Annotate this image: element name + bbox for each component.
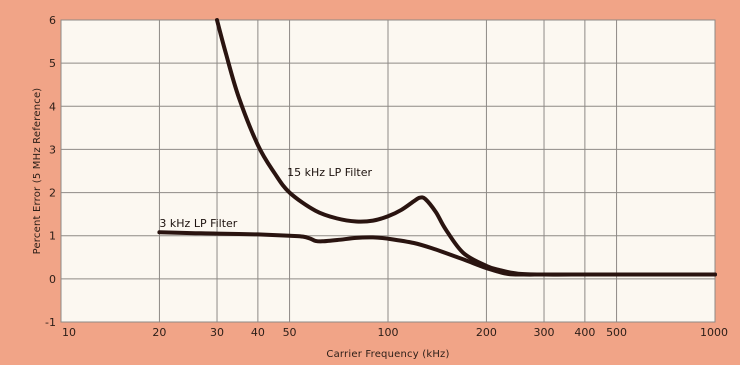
y-tick-label: 2 [49, 187, 56, 200]
y-tick-label: 1 [49, 230, 56, 243]
annotation-3khz: 3 kHz LP Filter [159, 217, 237, 230]
x-tick-label: 20 [152, 326, 166, 339]
y-axis-title: Percent Error (5 MHz Reference) [32, 88, 43, 255]
y-tick-label: -1 [45, 316, 56, 329]
x-tick-label: 100 [378, 326, 399, 339]
x-tick-label: 1000 [700, 326, 728, 339]
y-tick-label: 6 [49, 14, 56, 27]
x-axis-title: Carrier Frequency (kHz) [326, 349, 449, 360]
y-tick-label: 3 [49, 143, 56, 156]
tick-labels: 10 20 30 40 50 100 200 300 400 500 1000 -1 0 1 2 3 4 5 6 [45, 14, 728, 339]
x-tick-label: 500 [606, 326, 627, 339]
x-tick-label: 200 [476, 326, 497, 339]
y-tick-label: 0 [49, 273, 56, 286]
x-tick-label: 300 [534, 326, 555, 339]
x-tick-label: 400 [574, 326, 595, 339]
series-layer [157, 18, 717, 277]
series-line-3khz [157, 230, 717, 277]
y-tick-label: 4 [49, 100, 56, 113]
x-tick-label: 50 [283, 326, 297, 339]
annotation-15khz: 15 kHz LP Filter [287, 166, 372, 179]
x-tick-label: 30 [210, 326, 224, 339]
x-tick-label: 10 [62, 326, 76, 339]
y-tick-label: 5 [49, 57, 56, 70]
grid [61, 20, 715, 322]
x-tick-label: 40 [251, 326, 265, 339]
